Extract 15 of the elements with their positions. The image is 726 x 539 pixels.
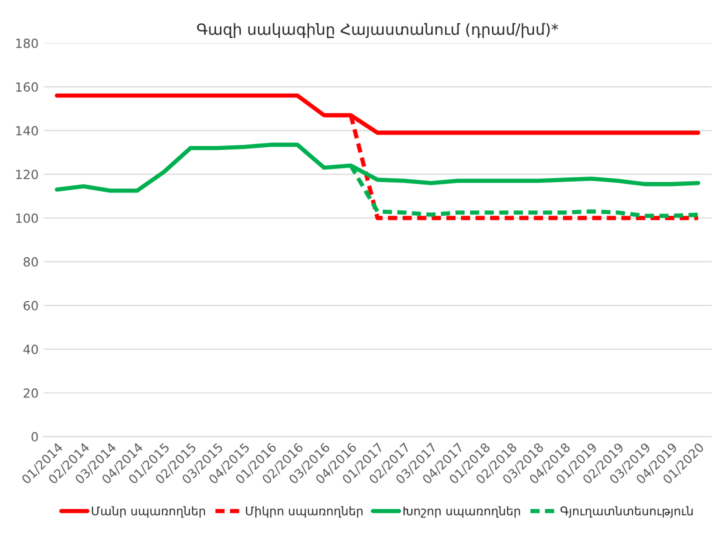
legend-label: Միկրո սպառողներ: [246, 506, 363, 518]
y-tick-label: 120: [16, 170, 38, 180]
chart-title: Գազի սակագինը Հայաստանում (դրամ/խմ)*: [197, 23, 558, 38]
legend-label: Մանր սպառողներ: [92, 506, 205, 518]
legend-label: Գյուղատնտեսություն: [560, 506, 693, 518]
y-tick-label: 100: [16, 213, 38, 223]
y-tick-label: 160: [16, 82, 38, 92]
y-tick-label: 180: [16, 38, 38, 48]
y-tick-label: 40: [23, 344, 38, 354]
y-tick-label: 20: [24, 388, 38, 398]
y-tick-label: 60: [24, 300, 38, 310]
legend-label: Խոշոր սպառողներ: [404, 506, 520, 518]
y-tick-label: 80: [24, 257, 38, 267]
y-tick-label: 0: [32, 432, 38, 442]
y-tick-label: 140: [16, 126, 38, 136]
